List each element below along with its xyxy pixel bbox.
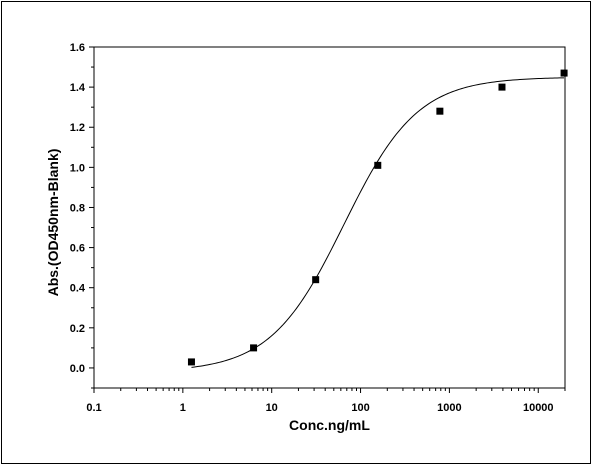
y-tick-label: 1.4 xyxy=(70,82,86,94)
x-tick-label: 1 xyxy=(180,402,186,414)
x-tick-label: 100 xyxy=(351,402,369,414)
y-tick-label: 0.4 xyxy=(70,283,86,295)
x-tick-label: 10 xyxy=(266,402,278,414)
y-axis: 0.0 0.2 0.4 0.6 0.8 1.0 1.2 1.4 1.6 xyxy=(70,42,94,389)
data-points xyxy=(187,69,568,366)
fit-curve xyxy=(191,77,565,368)
y-tick-label: 1.6 xyxy=(70,42,85,54)
data-point xyxy=(436,107,444,115)
data-point xyxy=(187,358,195,366)
y-tick-label: 1.2 xyxy=(70,122,85,134)
data-point xyxy=(250,344,258,352)
data-point xyxy=(560,69,568,77)
x-axis-title: Conc.ng/mL xyxy=(289,417,370,433)
y-axis-title: Abs.(OD450nm-Blank) xyxy=(45,149,61,297)
y-tick-label: 0.0 xyxy=(70,363,85,375)
x-tick-label: 0.1 xyxy=(86,402,101,414)
x-axis: 0.1 1 10 100 1000 10000 xyxy=(86,388,566,414)
y-tick-label: 0.8 xyxy=(70,202,85,214)
y-tick-label: 0.2 xyxy=(70,323,85,335)
y-tick-label: 1.0 xyxy=(70,162,85,174)
data-point xyxy=(498,83,506,91)
plot-area xyxy=(93,46,566,389)
y-tick-label: 0.6 xyxy=(70,243,85,255)
x-tick-label: 10000 xyxy=(523,402,554,414)
x-tick-label: 1000 xyxy=(437,402,461,414)
data-point xyxy=(312,276,320,284)
data-point xyxy=(374,161,382,169)
plot-border xyxy=(93,46,566,389)
